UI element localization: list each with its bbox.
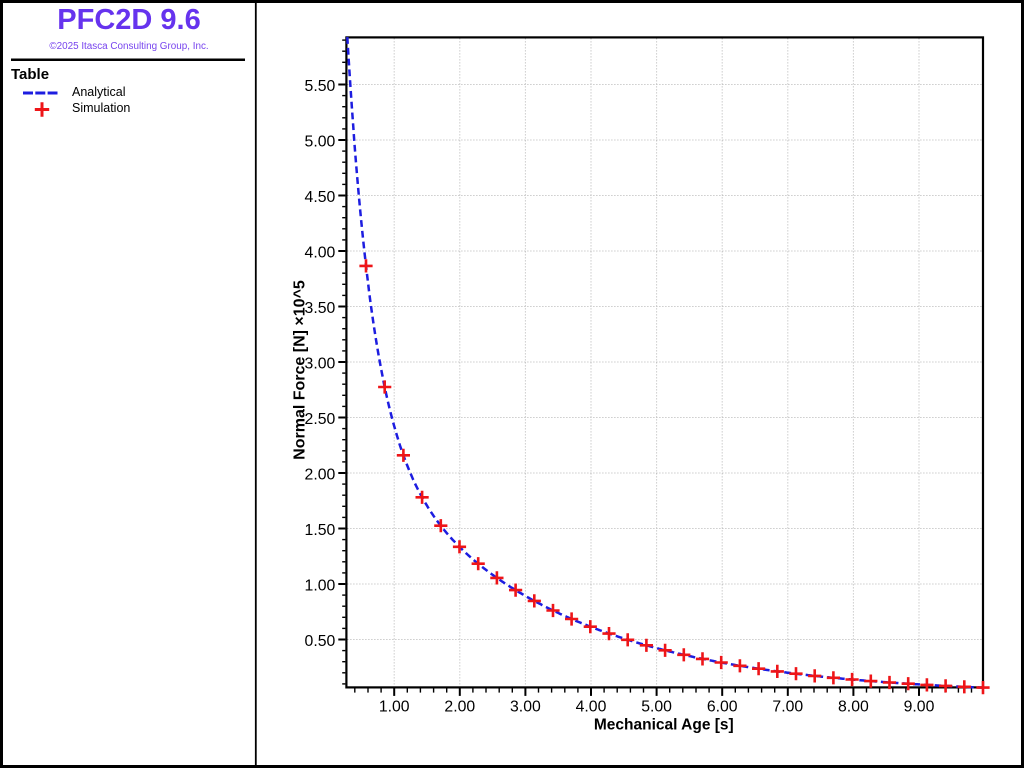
svg-text:3.00: 3.00 (305, 356, 336, 373)
svg-text:Normal Force [N] ×10^5: Normal Force [N] ×10^5 (292, 280, 309, 460)
svg-text:1.50: 1.50 (305, 522, 336, 539)
svg-text:2.00: 2.00 (444, 699, 475, 716)
svg-text:0.50: 0.50 (305, 633, 336, 650)
svg-text:5.00: 5.00 (305, 134, 336, 151)
svg-text:7.00: 7.00 (772, 699, 803, 716)
svg-text:1.00: 1.00 (305, 578, 336, 595)
svg-text:2.50: 2.50 (305, 411, 336, 428)
svg-text:3.50: 3.50 (305, 300, 336, 317)
svg-text:4.00: 4.00 (576, 699, 607, 716)
svg-text:3.00: 3.00 (510, 699, 541, 716)
svg-text:5.00: 5.00 (641, 699, 672, 716)
svg-text:Mechanical Age [s]: Mechanical Age [s] (594, 716, 734, 733)
svg-text:9.00: 9.00 (904, 699, 935, 716)
svg-text:1.00: 1.00 (379, 699, 410, 716)
svg-text:2.00: 2.00 (305, 467, 336, 484)
svg-text:4.50: 4.50 (305, 189, 336, 206)
svg-text:8.00: 8.00 (838, 699, 869, 716)
svg-text:4.00: 4.00 (305, 245, 336, 262)
svg-text:5.50: 5.50 (305, 78, 336, 95)
svg-text:6.00: 6.00 (707, 699, 738, 716)
